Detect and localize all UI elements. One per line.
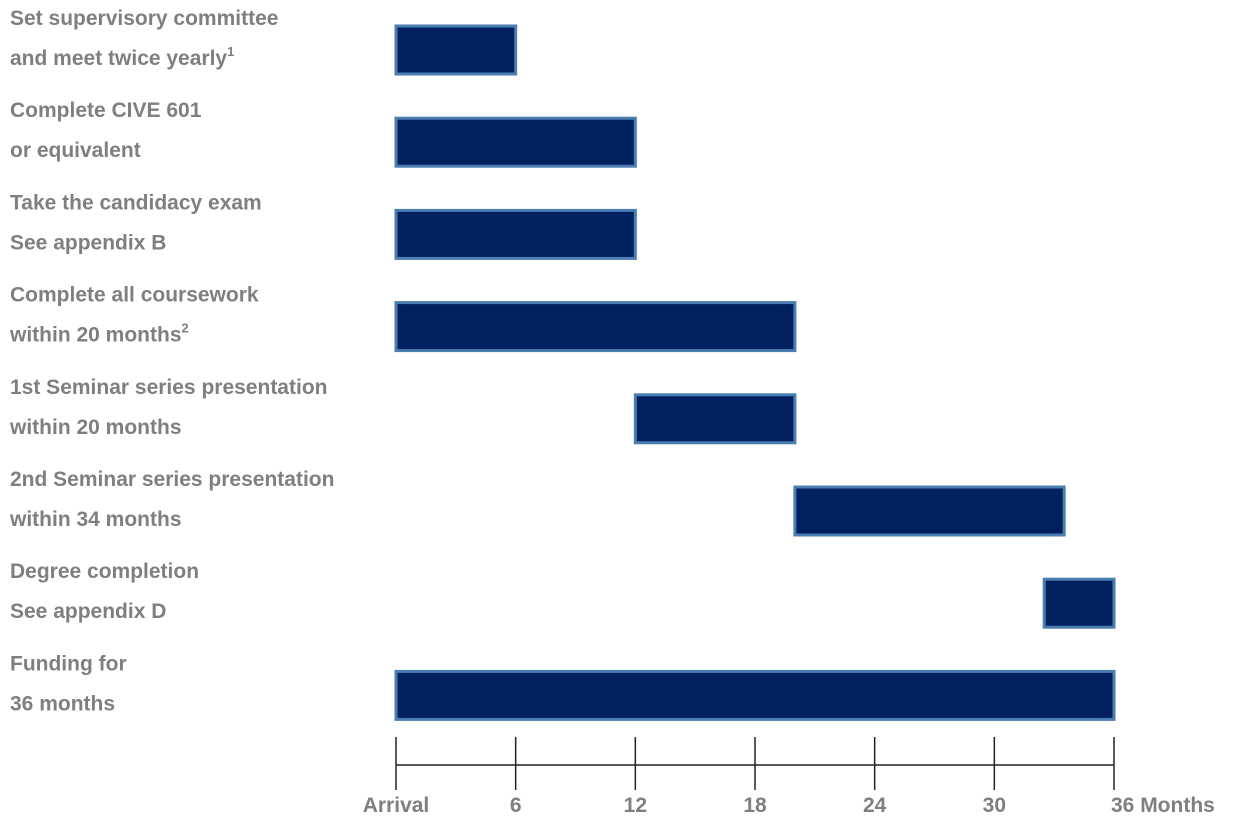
task-label-line1: Complete CIVE 601 — [10, 99, 202, 122]
tick-label: 12 — [624, 794, 647, 817]
task-label: Complete all coursework within 20 months2 — [9, 284, 259, 347]
task-label-line1: 1st Seminar series presentation — [10, 376, 327, 399]
tick-label: 36 Months — [1111, 794, 1215, 817]
task-label-line2: within 34 months — [9, 508, 182, 531]
task-label-line2: 36 months — [10, 692, 115, 715]
task-label-line1: Complete all coursework — [10, 284, 259, 307]
task-label-line2: within 20 months — [9, 416, 182, 439]
task-label: Complete CIVE 601 or equivalent — [10, 99, 202, 162]
task-label-line2: or equivalent — [10, 139, 141, 162]
task-bar — [1042, 577, 1116, 629]
tick-label: 18 — [743, 794, 767, 817]
tick-label: Arrival — [363, 794, 430, 817]
task-label-line2: See appendix B — [10, 231, 166, 254]
footnote-marker: 1 — [227, 44, 234, 59]
task-bar — [793, 485, 1066, 537]
task-bar — [394, 24, 518, 76]
task-label-line1: Set supervisory committee — [10, 7, 278, 30]
tick-label: 24 — [863, 794, 887, 817]
task-label-line2: and meet twice yearly1 — [10, 44, 234, 70]
task-label: Degree completion See appendix D — [10, 560, 199, 623]
time-axis: Arrival 6 12 18 24 30 36 Months — [363, 737, 1215, 817]
task-bars — [394, 24, 1116, 721]
task-label-line1: Funding for — [10, 652, 127, 675]
task-bar — [394, 301, 797, 353]
task-label-line1: 2nd Seminar series presentation — [10, 468, 334, 491]
task-label-line1: Take the candidacy exam — [10, 191, 262, 214]
tick-label: 30 — [983, 794, 1006, 817]
task-label: Funding for 36 months — [10, 652, 127, 715]
task-label-line2: within 20 months2 — [9, 321, 189, 347]
task-label: Take the candidacy exam See appendix B — [10, 191, 262, 254]
task-label-line1: Degree completion — [10, 560, 199, 583]
task-labels: Set supervisory committee and meet twice … — [9, 7, 334, 715]
task-bar — [394, 669, 1116, 721]
task-label: Set supervisory committee and meet twice … — [10, 7, 278, 70]
footnote-marker: 2 — [182, 321, 189, 336]
task-label: 2nd Seminar series presentation within 34… — [9, 468, 334, 531]
tick-label: 6 — [510, 794, 522, 817]
task-bar — [633, 393, 797, 445]
task-bar — [394, 208, 637, 260]
task-label-line2: See appendix D — [10, 600, 166, 623]
task-bar — [394, 116, 637, 168]
task-label: 1st Seminar series presentation within 20… — [9, 376, 327, 439]
